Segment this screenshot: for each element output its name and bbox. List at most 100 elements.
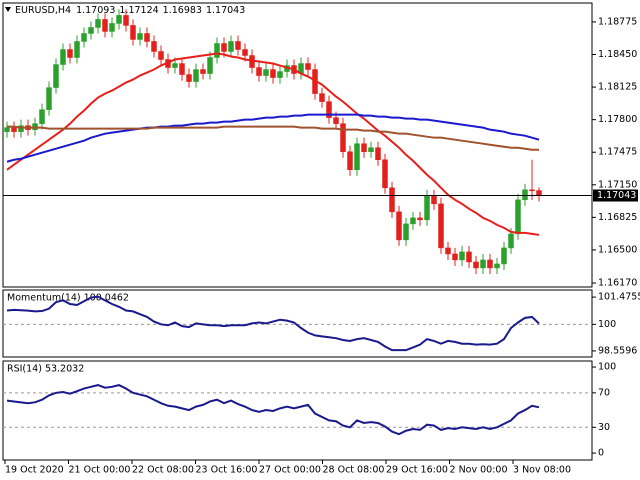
candle-body [207, 57, 213, 74]
moving-average [7, 125, 539, 151]
x-tick-label: 21 Oct 00:00 [69, 465, 131, 476]
candle-body [158, 51, 164, 60]
candle-body [88, 27, 94, 34]
candle-body [53, 64, 59, 88]
y-tick-label: 0 [598, 448, 604, 459]
candle-body [536, 190, 542, 196]
candle-body [200, 69, 206, 74]
rsi-title: RSI(14) 53.2032 [7, 364, 84, 375]
y-tick-label: 1.16825 [598, 212, 637, 223]
candle-body [95, 19, 101, 28]
candle-body [67, 49, 73, 58]
symbol-arrow [5, 7, 11, 12]
candle-body [137, 33, 143, 40]
candle-body [473, 261, 479, 269]
y-tick-label: 70 [598, 387, 610, 398]
momentum-panel [2, 289, 593, 358]
x-tick-label: 23 Oct 16:00 [196, 465, 258, 476]
y-tick-label: 101.4755 [598, 292, 640, 303]
candle-body [340, 123, 346, 152]
candle-body [193, 69, 199, 82]
candle-body [228, 41, 234, 52]
candle-body [522, 189, 528, 201]
indicator-line [6, 384, 540, 436]
last-price-box [593, 189, 638, 202]
candle-body [123, 15, 129, 26]
candle-body [403, 223, 409, 241]
candle-body [431, 195, 437, 205]
candle-body [235, 41, 241, 50]
candle-body [515, 199, 521, 235]
candle-body [424, 195, 430, 221]
candle-body [144, 33, 150, 42]
candle-body [305, 63, 311, 70]
candle-body [361, 143, 367, 152]
candle-body [466, 251, 472, 263]
candle-body [333, 117, 339, 124]
candle-body [186, 74, 192, 82]
candle-body [389, 187, 395, 213]
candle-body [382, 159, 388, 189]
candle-body [319, 93, 325, 102]
candle-body [270, 69, 276, 78]
candle-body [277, 71, 283, 78]
momentum-title: Momentum(14) 100.0462 [7, 293, 129, 304]
candle-body [459, 251, 465, 261]
candle-body [18, 125, 24, 132]
y-tick-label: 100 [598, 362, 616, 373]
candle-body [32, 123, 38, 130]
x-tick-label: 2 Nov 00:00 [450, 465, 508, 476]
candle-body [221, 43, 227, 52]
candle-body [487, 259, 493, 269]
y-tick-label: 100 [598, 319, 616, 330]
candle-body [74, 41, 80, 58]
y-tick-label: 30 [598, 422, 610, 433]
candle-body [347, 151, 353, 171]
chart-header: EURUSD,H4 1.17093 1.17124 1.16983 1.17043 [15, 5, 245, 16]
open-value: 1.17093 [76, 5, 115, 16]
y-tick-label: 1.17150 [598, 179, 637, 190]
candle-body [480, 259, 486, 269]
x-tick-label: 28 Oct 08:00 [323, 465, 385, 476]
candle-body [354, 143, 360, 171]
candle-body [508, 233, 514, 249]
candle-body [529, 189, 535, 192]
candle-body [368, 147, 374, 152]
candle-body [214, 43, 220, 58]
close-value: 1.17043 [206, 5, 245, 16]
y-tick-label: 1.16170 [598, 277, 637, 288]
candle-body [445, 247, 451, 255]
candle-body [116, 15, 122, 24]
y-tick-label: 1.18125 [598, 82, 637, 93]
candle-body [151, 41, 157, 52]
candle-body [263, 69, 269, 76]
candle-body [130, 25, 136, 40]
low-value: 1.16983 [163, 5, 202, 16]
indicator-line [6, 295, 540, 352]
candle-body [452, 253, 458, 261]
candle-body [501, 247, 507, 265]
candle-body [81, 33, 87, 42]
candle-body [179, 63, 185, 75]
x-tick-label: 22 Oct 08:00 [132, 465, 194, 476]
candle-body [256, 67, 262, 76]
y-tick-label: 1.18775 [598, 16, 637, 27]
x-tick-label: 19 Oct 2020 [5, 465, 64, 476]
candle-body [102, 19, 108, 32]
x-tick-label: 29 Oct 16:00 [386, 465, 448, 476]
rsi-panel [2, 360, 593, 461]
candle-body [410, 217, 416, 225]
y-tick-label: 1.17475 [598, 147, 637, 158]
x-tick-label: 3 Nov 08:00 [513, 465, 571, 476]
candle-body [46, 87, 52, 110]
candle-body [494, 263, 500, 269]
y-tick-label: 1.18450 [598, 49, 637, 60]
candle-body [60, 49, 66, 65]
candle-body [11, 127, 17, 132]
candle-body [172, 63, 178, 68]
y-tick-label: 1.16500 [598, 244, 637, 255]
y-tick-label: 1.17800 [598, 114, 637, 125]
main-panel [2, 2, 593, 288]
